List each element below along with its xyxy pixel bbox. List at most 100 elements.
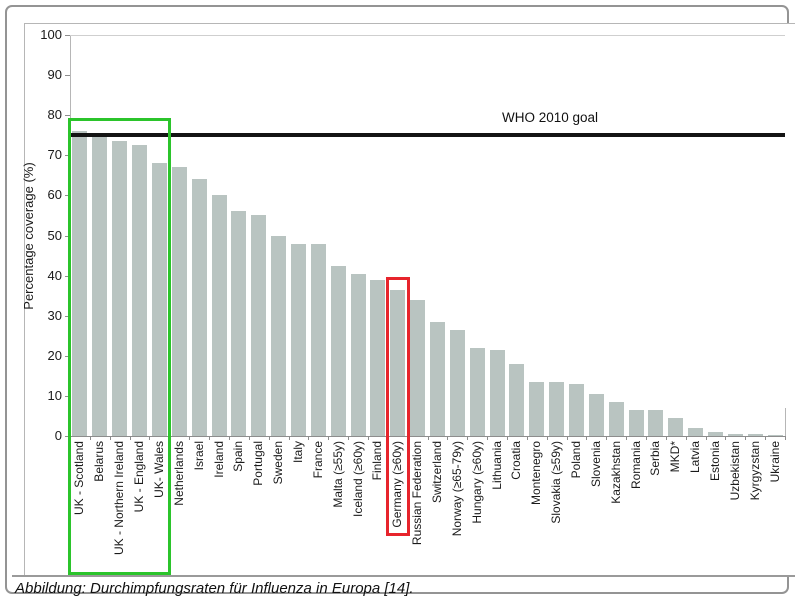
x-axis-label: Hungary (≥60y) bbox=[469, 441, 484, 524]
bar bbox=[92, 137, 108, 436]
bar bbox=[410, 299, 426, 436]
x-axis-label: Poland bbox=[569, 441, 583, 479]
bar bbox=[290, 243, 306, 436]
x-axis-label: Ukraine bbox=[767, 441, 782, 483]
bar bbox=[509, 363, 525, 436]
y-tick-label: 20 bbox=[47, 347, 62, 363]
y-tick bbox=[65, 195, 70, 197]
caption-divider bbox=[12, 575, 795, 577]
bar bbox=[112, 141, 128, 436]
x-tick bbox=[546, 437, 548, 440]
bar bbox=[549, 381, 565, 436]
bar bbox=[310, 243, 326, 436]
y-tick bbox=[65, 275, 70, 277]
y-tick-label: 10 bbox=[47, 387, 62, 403]
highlight-box bbox=[385, 276, 410, 536]
x-tick bbox=[526, 437, 528, 440]
x-tick bbox=[109, 437, 111, 440]
x-tick bbox=[566, 437, 568, 440]
x-tick bbox=[189, 437, 191, 440]
plot-top-border bbox=[70, 35, 785, 36]
y-tick-label: 70 bbox=[47, 147, 62, 163]
x-axis-label: Netherlands bbox=[171, 441, 186, 506]
x-tick bbox=[665, 437, 667, 440]
x-tick bbox=[89, 437, 91, 440]
x-axis-label: Romania bbox=[628, 441, 643, 490]
x-tick bbox=[308, 437, 310, 440]
y-tick-label: 80 bbox=[47, 107, 62, 123]
x-tick bbox=[268, 437, 270, 440]
bar bbox=[628, 409, 644, 436]
bar bbox=[171, 167, 187, 436]
x-axis-label: Portugal bbox=[251, 441, 266, 486]
bar bbox=[608, 401, 624, 436]
y-tick-label: 0 bbox=[54, 428, 62, 443]
x-axis-label: Kyrgyzstan bbox=[747, 441, 762, 501]
y-tick-label: 40 bbox=[47, 267, 62, 283]
x-tick bbox=[685, 437, 687, 440]
x-axis-label: Lithuania bbox=[489, 441, 504, 490]
y-tick bbox=[65, 75, 70, 77]
bar bbox=[648, 409, 664, 436]
bar bbox=[708, 432, 723, 436]
x-tick bbox=[288, 437, 290, 440]
x-tick bbox=[506, 437, 508, 440]
bar bbox=[72, 131, 88, 436]
bar bbox=[569, 383, 584, 436]
x-axis-label: Ireland bbox=[211, 441, 226, 478]
x-tick bbox=[328, 437, 330, 440]
bar bbox=[370, 279, 386, 436]
x-tick bbox=[367, 437, 369, 440]
y-tick-label: 50 bbox=[47, 227, 62, 243]
x-axis-label: Norway (≥65-79y) bbox=[449, 441, 464, 537]
bar bbox=[330, 265, 346, 436]
x-tick bbox=[149, 437, 151, 440]
bar bbox=[688, 428, 704, 436]
x-axis-label: Italy bbox=[290, 441, 305, 464]
x-axis-label: Israel bbox=[191, 441, 206, 471]
x-axis-label: Finland bbox=[370, 441, 385, 481]
bar bbox=[231, 211, 247, 436]
x-tick bbox=[487, 437, 489, 440]
x-tick bbox=[586, 437, 588, 440]
x-axis-label: Slovakia (≥59y) bbox=[549, 441, 564, 524]
x-tick bbox=[248, 437, 250, 440]
y-tick bbox=[65, 35, 70, 36]
x-tick bbox=[348, 437, 350, 440]
x-axis-label: Iceland (≥60y) bbox=[350, 441, 365, 517]
bar bbox=[588, 393, 604, 436]
x-tick bbox=[626, 437, 628, 440]
x-tick bbox=[765, 437, 767, 440]
x-axis-label: France bbox=[310, 441, 325, 479]
x-tick bbox=[606, 437, 608, 440]
y-tick-label: 90 bbox=[47, 67, 62, 83]
x-axis-label: Slovenia bbox=[588, 441, 603, 488]
x-axis-label: Estonia bbox=[708, 441, 722, 482]
x-tick bbox=[705, 437, 707, 440]
x-tick bbox=[646, 437, 647, 440]
figure-caption: Abbildung: Durchimpfungsraten für Influe… bbox=[15, 580, 414, 597]
x-axis-label: Russian Federation bbox=[410, 441, 425, 546]
y-tick bbox=[65, 395, 70, 397]
x-axis-label: Spain bbox=[231, 441, 246, 472]
bar bbox=[727, 434, 743, 436]
x-tick bbox=[228, 437, 230, 440]
bar bbox=[469, 347, 485, 436]
y-tick-label: 30 bbox=[47, 307, 62, 323]
x-tick bbox=[745, 437, 747, 440]
y-tick bbox=[65, 355, 70, 357]
plot-baseline bbox=[70, 436, 786, 437]
x-tick bbox=[467, 437, 469, 440]
x-axis-label: Kazakhstan bbox=[608, 441, 623, 504]
highlight-box bbox=[68, 118, 172, 575]
x-axis-label: Latvia bbox=[688, 441, 703, 474]
bar bbox=[251, 215, 267, 436]
x-axis-label: Serbia bbox=[648, 441, 663, 476]
x-axis-label: Sweden bbox=[271, 441, 285, 485]
bar bbox=[151, 163, 167, 436]
bar bbox=[529, 381, 545, 436]
bar bbox=[271, 235, 286, 436]
bar bbox=[449, 329, 465, 436]
who-goal-line bbox=[70, 133, 785, 138]
chart-panel: Percentage coverage (%) WHO 2010 goal 10… bbox=[21, 23, 795, 576]
